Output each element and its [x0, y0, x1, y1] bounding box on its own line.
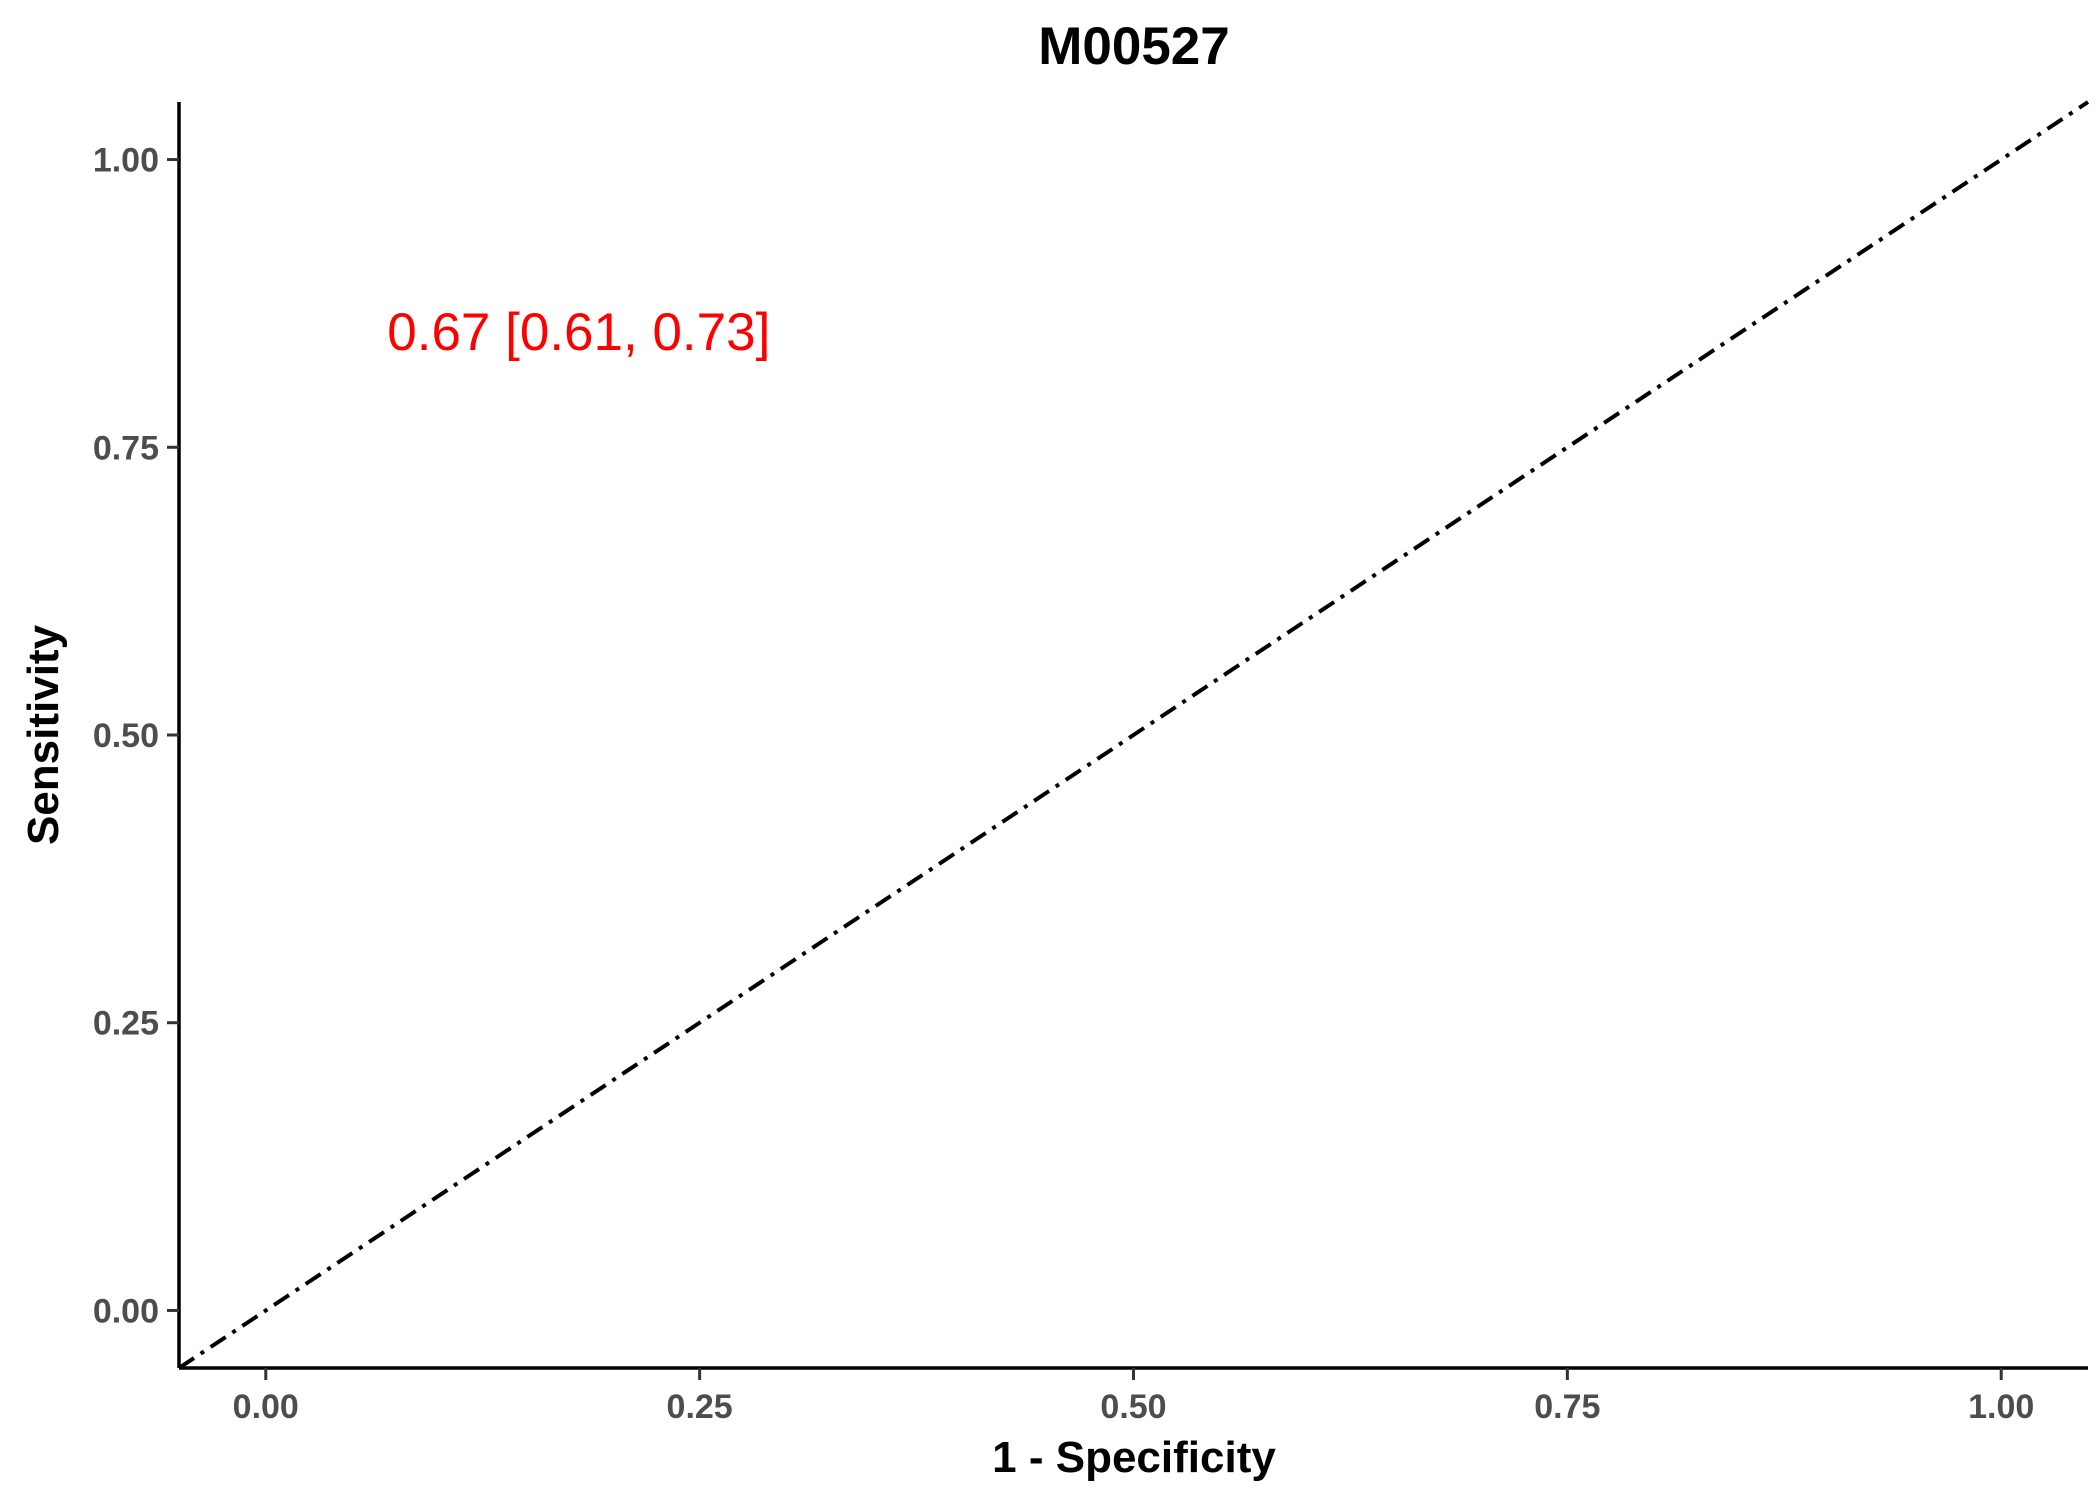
- auc-annotation: 0.67 [0.61, 0.73]: [387, 303, 770, 362]
- y-tick-label: 0.25: [93, 1005, 159, 1043]
- y-tick-label: 0.00: [93, 1292, 159, 1330]
- y-tick-label: 0.50: [93, 717, 159, 755]
- x-axis-title: 1 - Specificity: [992, 1433, 1276, 1482]
- y-axis-ticks: 0.00 0.25 0.50 0.75 1.00: [93, 142, 179, 1330]
- x-tick-label: 0.75: [1534, 1388, 1600, 1426]
- x-tick-label: 0.00: [233, 1388, 299, 1426]
- y-axis-title: Sensitivity: [19, 624, 68, 845]
- plot-area: 0.00 0.25 0.50 0.75 1.00 0.00 0.25 0.50 0.75 1.0…: [93, 100, 2090, 1426]
- chart-title: M00527: [1038, 17, 1230, 76]
- reference-diagonal-line: [177, 100, 2090, 1370]
- x-tick-label: 0.25: [667, 1388, 733, 1426]
- y-tick-label: 1.00: [93, 142, 159, 180]
- x-tick-label: 0.50: [1100, 1388, 1166, 1426]
- x-axis-ticks: 0.00 0.25 0.50 0.75 1.00: [233, 1368, 2034, 1426]
- y-tick-label: 0.75: [93, 429, 159, 467]
- x-tick-label: 1.00: [1968, 1388, 2034, 1426]
